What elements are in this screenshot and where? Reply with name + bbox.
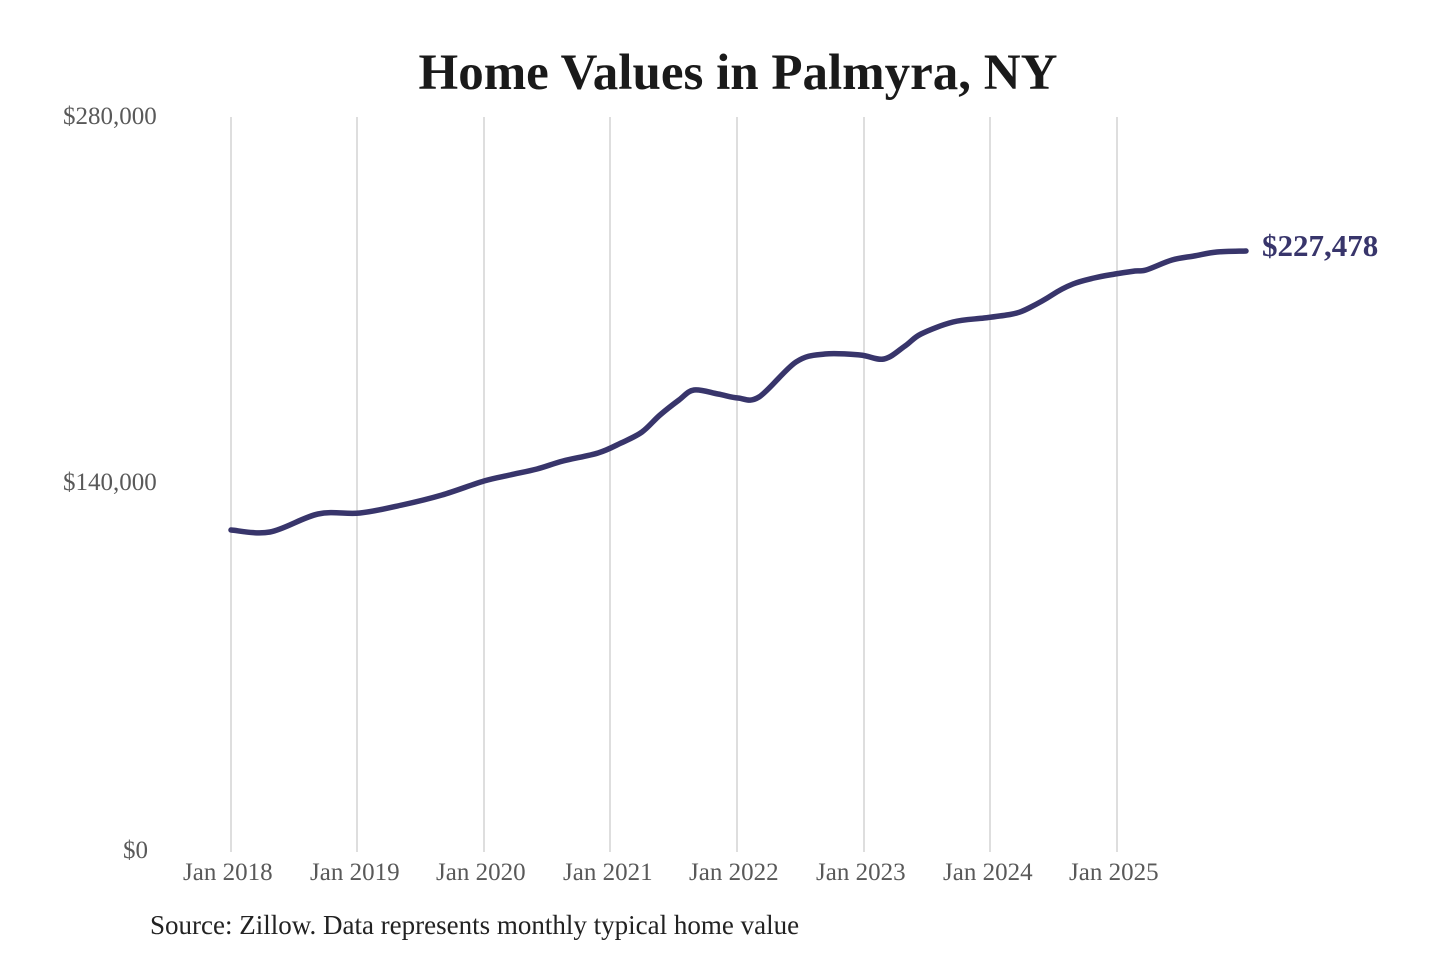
svg-text:$140,000: $140,000 xyxy=(63,469,157,496)
svg-text:Jan 2022: Jan 2022 xyxy=(689,859,779,886)
svg-text:Jan 2023: Jan 2023 xyxy=(816,859,906,886)
svg-text:Jan 2019: Jan 2019 xyxy=(310,859,400,886)
svg-text:$280,000: $280,000 xyxy=(63,103,157,130)
svg-text:Jan 2021: Jan 2021 xyxy=(563,859,653,886)
svg-text:$227,478: $227,478 xyxy=(1262,228,1378,263)
svg-text:Jan 2025: Jan 2025 xyxy=(1069,859,1159,886)
svg-text:$0: $0 xyxy=(123,837,148,864)
svg-text:Jan 2020: Jan 2020 xyxy=(436,859,526,886)
svg-text:Jan 2024: Jan 2024 xyxy=(943,859,1033,886)
svg-text:Jan 2018: Jan 2018 xyxy=(183,859,273,886)
